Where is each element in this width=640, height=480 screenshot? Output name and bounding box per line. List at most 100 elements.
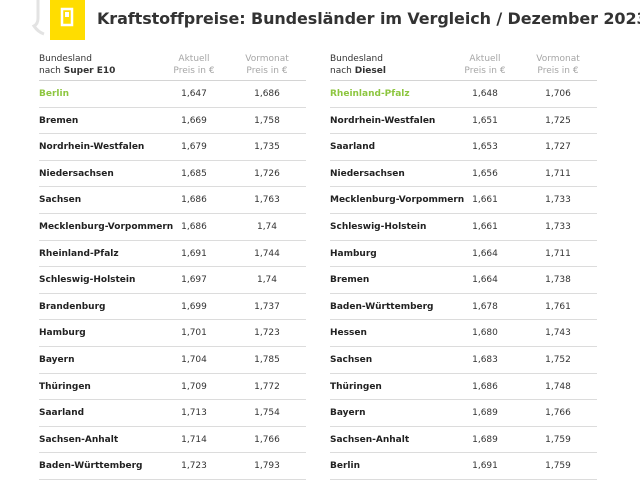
table-row: Sachsen 1,686 1,763 [39,187,306,214]
table-row: Saarland 1,653 1,727 [330,134,597,161]
table-row: Rheinland-Pfalz 1,648 1,706 [330,81,597,108]
table-row: Niedersachsen 1,656 1,711 [330,161,597,188]
state-cell: Thüringen [330,381,382,392]
previous-price-cell: 1,737 [254,301,280,312]
previous-price-cell: 1,733 [545,195,571,206]
current-price-cell: 1,653 [472,142,498,153]
state-cell: Brandenburg [39,301,106,312]
table-row: Niedersachsen 1,685 1,726 [39,161,306,188]
table-row: Mecklenburg-Vorpommern 1,686 1,74 [39,214,306,241]
table-row: Baden-Württemberg 1,678 1,761 [330,294,597,321]
table-body: Rheinland-Pfalz 1,648 1,706 Nordrhein-Westf… [330,81,597,480]
current-price-cell: 1,685 [181,168,207,179]
current-price-cell: 1,678 [472,301,498,312]
state-cell: Hamburg [39,328,86,339]
state-cell: Hamburg [330,248,377,259]
table-row: Berlin 1,647 1,686 [39,81,306,108]
table-row: Thüringen 1,709 1,772 [39,374,306,401]
state-cell: Saarland [39,408,85,419]
table-row: Hessen 1,680 1,743 [330,320,597,347]
current-price-cell: 1,647 [181,89,207,99]
current-price-cell: 1,679 [181,142,207,153]
current-price-cell: 1,701 [181,328,207,339]
previous-price-cell: 1,752 [545,354,571,365]
previous-price-cell: 1,726 [254,168,280,179]
previous-price-cell: 1,738 [545,275,571,286]
state-cell: Bayern [330,408,366,419]
column-header-current: Aktuell Preis in € [173,54,215,76]
table-header: Bundesland nach Diesel Aktuell Preis in €… [330,50,597,81]
previous-price-cell: 1,733 [545,221,571,232]
previous-price-cell: 1,758 [254,115,280,126]
table-body: Berlin 1,647 1,686 Bremen 1,669 1,758 Nordrhei… [39,81,306,480]
previous-price-cell: 1,686 [254,89,280,99]
previous-price-cell: 1,759 [545,434,571,445]
table-row: Bayern 1,689 1,766 [330,400,597,427]
state-cell: Rheinland-Pfalz [330,89,410,99]
current-price-cell: 1,689 [472,434,498,445]
current-price-cell: 1,691 [181,248,207,259]
state-cell: Bremen [330,275,370,286]
current-price-cell: 1,661 [472,221,498,232]
current-price-cell: 1,691 [472,461,498,472]
header: Kraftstoffpreise: Bundesländer im Vergle… [0,0,640,40]
previous-price-cell: 1,793 [254,461,280,472]
state-cell: Mecklenburg-Vorpommern [330,195,465,206]
previous-price-cell: 1,723 [254,328,280,339]
column-header-state: Bundesland nach Super E10 [39,54,116,76]
current-price-cell: 1,656 [472,168,498,179]
previous-price-cell: 1,711 [545,248,571,259]
previous-price-cell: 1,772 [254,381,280,392]
table-header: Bundesland nach Super E10 Aktuell Preis i… [39,50,306,81]
table-row: Bayern 1,704 1,785 [39,347,306,374]
state-cell: Nordrhein-Westfalen [39,142,145,153]
current-price-cell: 1,669 [181,115,207,126]
current-price-cell: 1,713 [181,408,207,419]
previous-price-cell: 1,744 [254,248,280,259]
current-price-cell: 1,704 [181,354,207,365]
state-cell: Bremen [39,115,79,126]
previous-price-cell: 1,727 [545,142,571,153]
current-price-cell: 1,680 [472,328,498,339]
table-row: Mecklenburg-Vorpommern 1,661 1,733 [330,187,597,214]
current-price-cell: 1,651 [472,115,498,126]
previous-price-cell: 1,706 [545,89,571,99]
previous-price-cell: 1,74 [256,275,278,286]
previous-price-cell: 1,711 [545,168,571,179]
state-cell: Sachsen-Anhalt [330,434,410,445]
previous-price-cell: 1,763 [254,195,280,206]
table-row: Nordrhein-Westfalen 1,651 1,725 [330,108,597,135]
previous-price-cell: 1,766 [545,408,571,419]
table-row: Nordrhein-Westfalen 1,679 1,735 [39,134,306,161]
state-cell: Thüringen [39,381,91,392]
state-cell: Saarland [330,142,376,153]
super-e10-table: Bundesland nach Super E10 Aktuell Preis i… [39,50,306,480]
table-row: Thüringen 1,686 1,748 [330,374,597,401]
current-price-cell: 1,697 [181,275,207,286]
previous-price-cell: 1,735 [254,142,280,153]
table-row: Saarland 1,713 1,754 [39,400,306,427]
state-cell: Mecklenburg-Vorpommern [39,221,174,232]
current-price-cell: 1,664 [472,275,498,286]
current-price-cell: 1,664 [472,248,498,259]
previous-price-cell: 1,754 [254,408,280,419]
state-cell: Niedersachsen [330,168,405,179]
previous-price-cell: 1,766 [254,434,280,445]
column-header-current: Aktuell Preis in € [464,54,506,76]
current-price-cell: 1,714 [181,434,207,445]
table-row: Hamburg 1,701 1,723 [39,320,306,347]
current-price-cell: 1,723 [181,461,207,472]
table-row: Bremen 1,664 1,738 [330,267,597,294]
table-row: Hamburg 1,664 1,711 [330,241,597,268]
page-title: Kraftstoffpreise: Bundesländer im Vergle… [97,9,640,28]
current-price-cell: 1,661 [472,195,498,206]
previous-price-cell: 1,785 [254,354,280,365]
table-row: Bremen 1,669 1,758 [39,108,306,135]
current-price-cell: 1,648 [472,89,498,99]
state-cell: Hessen [330,328,367,339]
previous-price-cell: 1,759 [545,461,571,472]
state-cell: Niedersachsen [39,168,114,179]
diesel-table: Bundesland nach Diesel Aktuell Preis in €… [330,50,597,480]
column-header-state: Bundesland nach Diesel [330,54,386,76]
state-cell: Baden-Württemberg [330,301,434,312]
